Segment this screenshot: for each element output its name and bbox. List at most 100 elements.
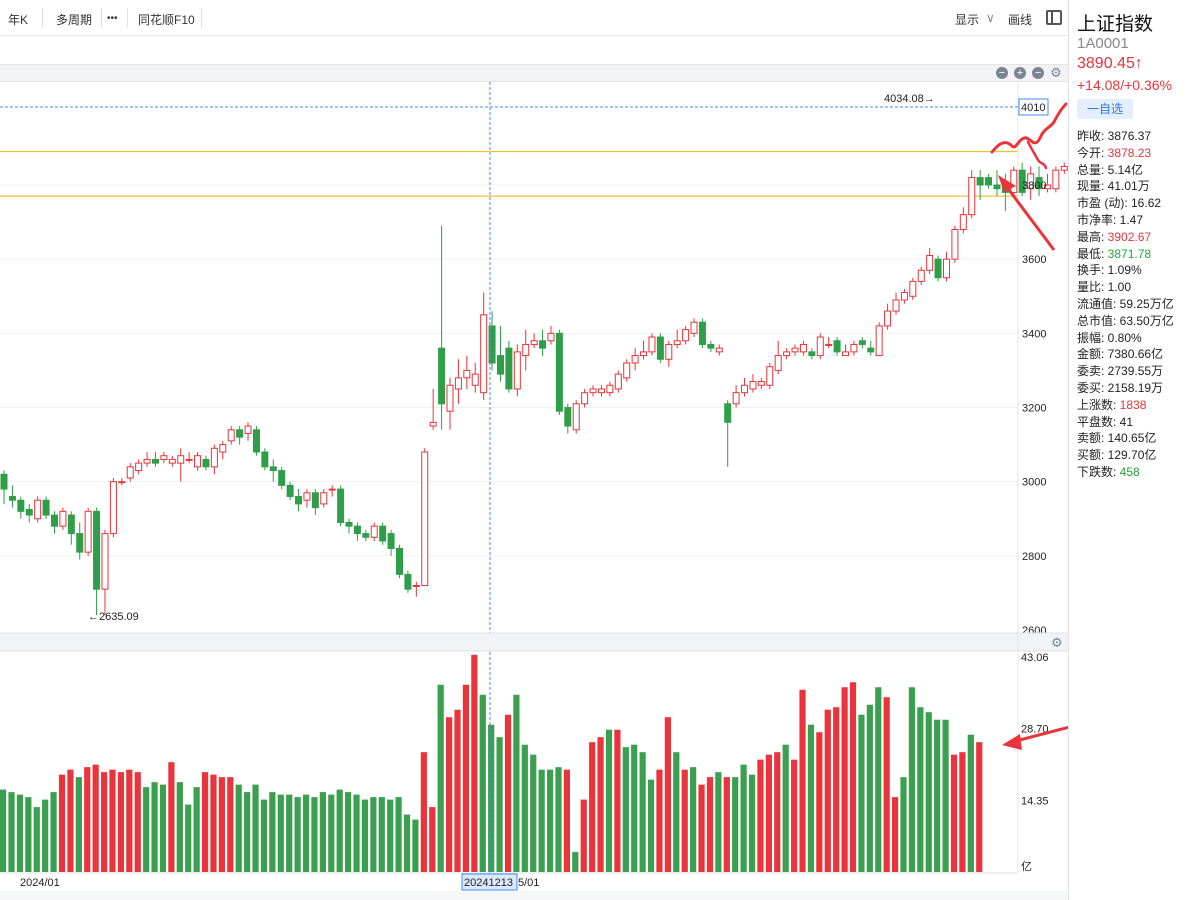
candle-body: [698, 321, 706, 345]
candle-body: [614, 373, 622, 390]
volume-bar: [58, 774, 66, 872]
volume-bar: [378, 797, 385, 872]
volume-bar: [286, 794, 293, 872]
candle-body: [236, 429, 244, 438]
arrow-head-upper: [998, 175, 1016, 192]
candle-body: [17, 499, 25, 512]
candle-body: [143, 458, 151, 464]
sidebar-toggle-icon[interactable]: [1046, 10, 1062, 25]
volume-bar: [496, 737, 503, 872]
candle-body: [799, 343, 807, 353]
candle-body: [656, 336, 664, 360]
minimize-icon[interactable]: −: [996, 67, 1008, 79]
drawn-curve: [990, 102, 1068, 154]
candle-body: [42, 499, 50, 516]
volume-bar: [33, 807, 40, 872]
candle-body: [1043, 184, 1051, 190]
candle-body: [850, 343, 858, 353]
f10-button[interactable]: 同花顺F10: [138, 13, 195, 27]
candle-body: [875, 325, 883, 357]
volume-bar: [555, 767, 562, 872]
candle-body: [833, 340, 841, 353]
volume-bar: [647, 779, 655, 872]
stat-label: 上涨数:: [1077, 397, 1117, 412]
gear-icon[interactable]: ⚙: [1050, 65, 1062, 80]
stat-value: 3876.37: [1104, 129, 1152, 143]
volume-bar: [824, 709, 831, 872]
candle-body: [926, 254, 934, 271]
volume-bar: [168, 762, 175, 872]
stat-value: 59.25万亿: [1116, 296, 1174, 311]
year-k-button[interactable]: 年K: [8, 13, 29, 27]
candle-body: [682, 329, 690, 342]
index-price: 3890.45↑: [1077, 55, 1143, 72]
stat-row: 振幅: 0.80%: [1077, 330, 1174, 347]
add-watchlist-button[interactable]: 一自选: [1077, 99, 1133, 119]
zoom-out-icon[interactable]: −: [1032, 67, 1044, 79]
candle-body: [631, 355, 639, 364]
candle-body: [757, 381, 765, 386]
drawn-tail: [1026, 140, 1048, 170]
volume-tick-label: 43.06: [1021, 652, 1049, 664]
stat-value: 63.50万亿: [1116, 313, 1174, 328]
volume-bar: [849, 682, 857, 872]
volume-bar: [614, 729, 621, 872]
candle-body: [690, 321, 698, 334]
display-menu[interactable]: 显示: [955, 13, 980, 27]
candle-body: [286, 484, 294, 497]
stat-label: 金额:: [1077, 347, 1105, 362]
candle-body: [505, 347, 513, 390]
volume-bar: [42, 799, 49, 872]
volume-bar: [765, 754, 772, 872]
volume-bar: [934, 719, 941, 872]
volume-bar: [100, 772, 108, 872]
candle-body: [648, 336, 656, 353]
candle-body: [480, 314, 488, 394]
candle-body: [968, 177, 976, 216]
volume-bar: [858, 714, 865, 872]
candle-body: [884, 310, 892, 327]
volume-bar: [950, 754, 958, 872]
candle-body: [471, 373, 479, 386]
candle-body: [766, 366, 774, 386]
volume-bar: [807, 724, 815, 872]
zoom-in-icon[interactable]: +: [1014, 67, 1026, 79]
candle-body: [387, 533, 395, 549]
candle-body: [320, 492, 328, 505]
stat-label: 委买:: [1077, 380, 1105, 395]
candle-body: [101, 533, 109, 590]
stat-value: 140.65亿: [1104, 431, 1157, 446]
volume-bar: [866, 704, 873, 872]
volume-bar: [891, 797, 899, 872]
volume-bar: [294, 797, 301, 872]
candle-body: [816, 336, 824, 357]
candle-body: [261, 451, 269, 468]
volume-bar: [925, 712, 932, 872]
stat-value: 458: [1116, 464, 1140, 479]
volume-bar: [8, 792, 15, 872]
volume-bar: [218, 777, 225, 872]
more-button[interactable]: •••: [107, 13, 118, 24]
volume-bar: [471, 654, 478, 872]
volume-bar: [740, 764, 747, 872]
candle-body: [623, 362, 631, 379]
candle-body: [328, 488, 336, 491]
volume-bar: [690, 767, 697, 872]
multi-period-button[interactable]: 多周期: [56, 13, 93, 27]
candle-body: [429, 421, 437, 427]
volume-bar: [429, 807, 436, 872]
stat-value: 1.47: [1116, 212, 1144, 227]
stat-value: 7380.66亿: [1104, 347, 1164, 362]
candle-body: [210, 447, 218, 468]
stat-value: 2158.19万: [1104, 380, 1164, 395]
volume-bar: [345, 792, 352, 872]
candle-body: [724, 403, 732, 423]
candle-body: [985, 177, 993, 186]
chevron-down-icon[interactable]: ∨: [986, 11, 995, 25]
candle-body: [185, 458, 193, 461]
draw-line-button[interactable]: 画线: [1008, 13, 1033, 27]
volume-bar: [370, 797, 377, 872]
volume-bar: [302, 794, 310, 872]
volume-bar: [589, 742, 596, 872]
